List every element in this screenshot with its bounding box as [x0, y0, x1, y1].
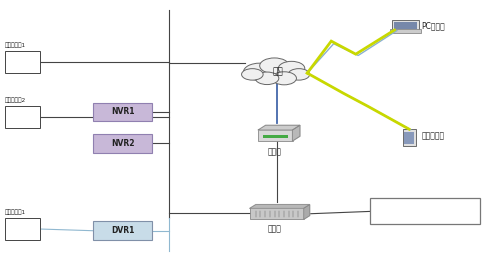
- Circle shape: [255, 72, 279, 85]
- FancyBboxPatch shape: [404, 132, 414, 144]
- Text: 交换机: 交换机: [268, 224, 281, 233]
- Text: NVR1: NVR1: [111, 108, 134, 116]
- Circle shape: [260, 58, 289, 74]
- FancyBboxPatch shape: [258, 130, 293, 141]
- FancyBboxPatch shape: [5, 106, 40, 128]
- FancyBboxPatch shape: [263, 135, 288, 138]
- Circle shape: [288, 69, 310, 80]
- Circle shape: [272, 72, 296, 85]
- FancyBboxPatch shape: [403, 129, 416, 146]
- Text: 视频报警器: 视频报警器: [413, 207, 437, 216]
- Text: 数字摄像头2: 数字摄像头2: [5, 98, 26, 103]
- Text: 数字摄像头1: 数字摄像头1: [5, 43, 26, 48]
- Circle shape: [278, 61, 305, 75]
- FancyBboxPatch shape: [250, 208, 304, 219]
- Text: DVR1: DVR1: [111, 226, 134, 235]
- Text: 路由器: 路由器: [268, 147, 281, 156]
- Polygon shape: [258, 125, 300, 130]
- FancyBboxPatch shape: [93, 103, 152, 121]
- FancyBboxPatch shape: [394, 22, 417, 29]
- Text: 手机客户端: 手机客户端: [421, 131, 444, 140]
- Text: NVR2: NVR2: [111, 139, 134, 148]
- Text: 模拟摄像头1: 模拟摄像头1: [5, 210, 26, 215]
- FancyBboxPatch shape: [5, 51, 40, 73]
- FancyBboxPatch shape: [93, 221, 152, 240]
- FancyBboxPatch shape: [93, 134, 152, 153]
- Text: 公网: 公网: [272, 68, 283, 77]
- Polygon shape: [250, 205, 310, 208]
- Polygon shape: [304, 205, 310, 219]
- FancyBboxPatch shape: [390, 29, 421, 33]
- FancyBboxPatch shape: [370, 198, 480, 224]
- FancyBboxPatch shape: [392, 20, 419, 30]
- Circle shape: [244, 63, 276, 80]
- FancyBboxPatch shape: [5, 218, 40, 240]
- Text: PC客户端: PC客户端: [421, 22, 445, 31]
- Circle shape: [242, 69, 263, 80]
- Polygon shape: [293, 125, 300, 141]
